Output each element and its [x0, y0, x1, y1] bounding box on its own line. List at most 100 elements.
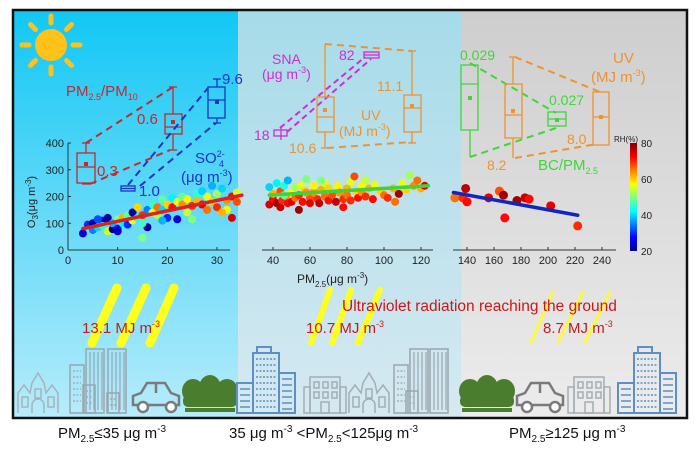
scatter-point [333, 181, 342, 190]
uv-low-value: 13.1 MJ m-3 [82, 319, 160, 337]
scatter-point [317, 176, 326, 185]
scatter-point [217, 208, 226, 217]
scatter-point [306, 199, 314, 208]
scatter-point [272, 179, 281, 188]
scatter-point [398, 179, 407, 188]
scatter-point [394, 189, 403, 198]
uv-ray-icon [556, 290, 585, 344]
sna-low-value: 18 [254, 127, 270, 143]
scatter-point [370, 180, 379, 189]
uv-high-label: UV [613, 50, 634, 67]
bc-ratio-boxplots [460, 62, 567, 158]
y-tick-label: 300 [46, 165, 64, 177]
uv-ray-icon [583, 290, 612, 344]
scatter-point [383, 193, 392, 202]
scatter-point [450, 193, 460, 203]
x-tick-label: 80 [341, 255, 353, 267]
scatter-point [331, 197, 340, 206]
uv-high-low-value: 8.2 [487, 157, 507, 173]
x-tick-label: 160 [485, 255, 503, 267]
bc-ratio-box-high [547, 111, 567, 127]
panel-low-fit-line [81, 193, 244, 231]
scatter-point [78, 229, 87, 238]
uv-mid-high-value: 11.1 [377, 78, 403, 94]
panel-low-y-axis-label: O3(μg m-3) [24, 176, 40, 228]
x-tick-label: 30 [211, 255, 223, 267]
tree-icon [459, 375, 515, 412]
building-icon [69, 364, 85, 414]
scatter-point [283, 176, 292, 185]
castle-icon [348, 371, 390, 413]
uv-ray-icon [116, 283, 151, 348]
bc-ratio-box-low [460, 64, 479, 157]
pm-ratio-low-value: 0.3 [97, 163, 118, 180]
condition-label-low: PM2.5≤35 μg m-3 [58, 424, 167, 445]
uv-ray-icon [145, 283, 179, 348]
uv-rays-high [529, 290, 612, 344]
sna-unit: (μg m-3) [262, 65, 311, 82]
scatter-point [309, 181, 318, 190]
scatter-point [232, 197, 241, 206]
bc-ratio-high-box-value: 0.029 [460, 47, 495, 63]
sulfate-label: SO2- [195, 149, 225, 167]
building-icon [617, 346, 677, 414]
sulfate-box-high [207, 78, 226, 124]
sulfate-label-sub: 4 [219, 159, 224, 169]
scatter-point [113, 227, 122, 236]
sulfate-high-value: 9.6 [222, 71, 243, 88]
office-icon [303, 376, 347, 414]
pm-ratio-box-low [76, 142, 96, 185]
condition-label-high: PM2.5≥125 μg m-3 [509, 424, 626, 445]
scatter-point [302, 175, 311, 184]
panel-mid-x-axis-label: PM2.5(μg m-3) [297, 271, 368, 289]
sna-label: SNA [272, 51, 301, 67]
scatter-point [217, 184, 226, 193]
tower-icon [429, 348, 449, 414]
figure-frame [11, 8, 689, 420]
scatter-point [350, 172, 359, 181]
sna-boxplots [273, 51, 380, 140]
uv-mid-value: 10.7 MJ m-3 [306, 319, 384, 337]
scatter-point [500, 213, 510, 223]
scatter-point [128, 208, 137, 217]
uv-ray-icon [329, 287, 354, 346]
x-tick-label: 140 [458, 255, 476, 267]
scatter-point [93, 215, 102, 224]
uv-mid-low-value: 10.6 [289, 140, 316, 156]
x-tick-label: 10 [112, 255, 124, 267]
colorbar-tick-label: 80 [641, 139, 653, 150]
tower-icon [107, 348, 127, 414]
scatter-point [133, 203, 142, 212]
scatter-point [183, 208, 192, 217]
sulfate-boxplots [120, 78, 226, 192]
uv-high-boxplots [504, 56, 610, 159]
scatter-point [138, 219, 147, 228]
scatter-point [138, 233, 147, 242]
scatter-point [227, 213, 236, 222]
scatter-point [173, 215, 182, 224]
scatter-point [203, 205, 212, 214]
y-tick-label: 200 [46, 192, 64, 204]
scatter-point [265, 183, 274, 192]
uv-rays-mid [308, 287, 383, 346]
panel-high-fit-line [451, 190, 580, 217]
car-icon [131, 381, 181, 414]
uv-high-value: 8.7 MJ m-3 [543, 319, 613, 337]
office-icon [567, 376, 611, 414]
uv-high-high-value: 8.0 [567, 131, 587, 147]
colorbar-tick-label: 20 [641, 247, 653, 258]
rh-colorbar-title: RH(%) [614, 135, 638, 144]
colorbar-tick-label: 40 [641, 211, 653, 222]
x-tick-label: 120 [412, 255, 430, 267]
uv-ray-icon [529, 290, 555, 344]
building-icon [405, 390, 419, 414]
scatter-point [461, 183, 471, 193]
condition-label-mid: 35 μg m-3 <PM2.5<125μg m-3 [229, 424, 419, 445]
scatter-point [203, 192, 212, 201]
uv-mid-unit: (MJ m-3) [339, 122, 391, 139]
scatter-point [391, 197, 400, 206]
bc-ratio-low-box-value: 0.027 [549, 92, 584, 108]
uv-rays-low [87, 283, 179, 348]
sna-box-high [363, 51, 380, 59]
uv-ray-icon [355, 287, 383, 346]
